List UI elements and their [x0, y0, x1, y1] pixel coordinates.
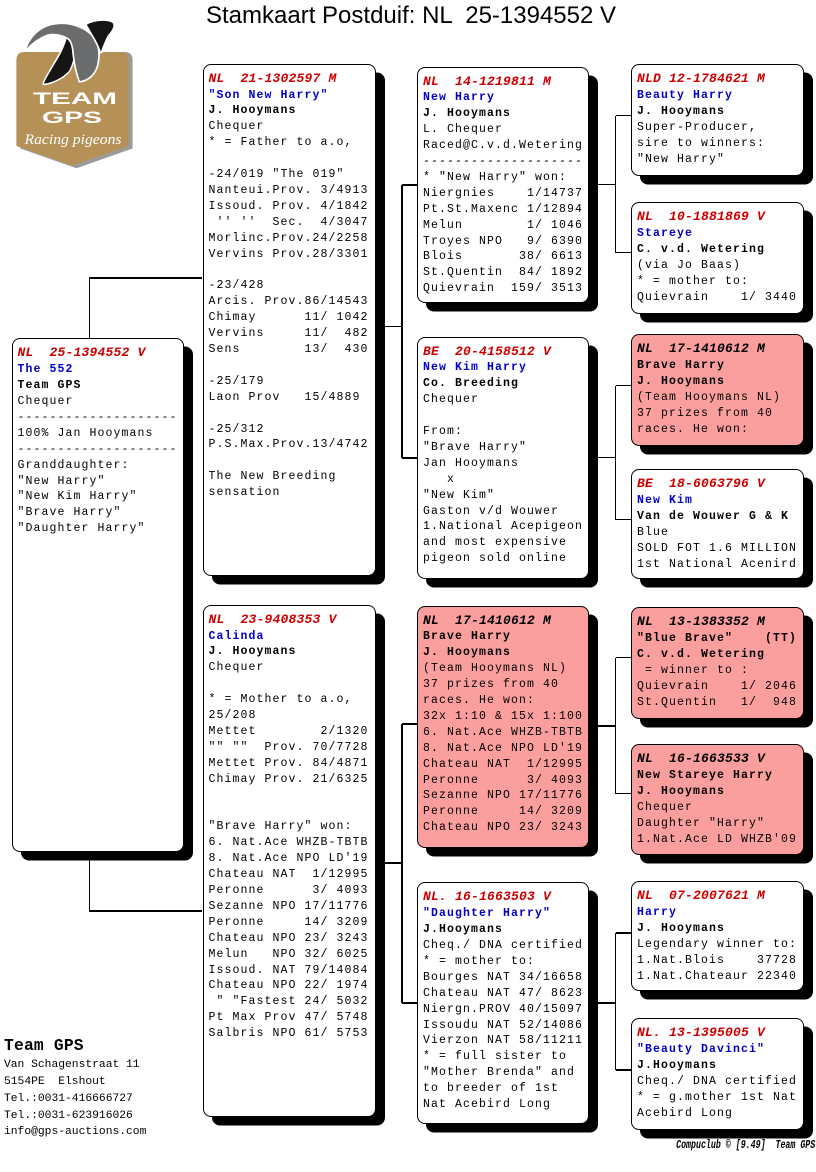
svg-text:Racing pigeons: Racing pigeons	[23, 132, 121, 148]
svg-text:TEAM: TEAM	[33, 90, 117, 108]
svg-text:GPS: GPS	[42, 108, 102, 127]
